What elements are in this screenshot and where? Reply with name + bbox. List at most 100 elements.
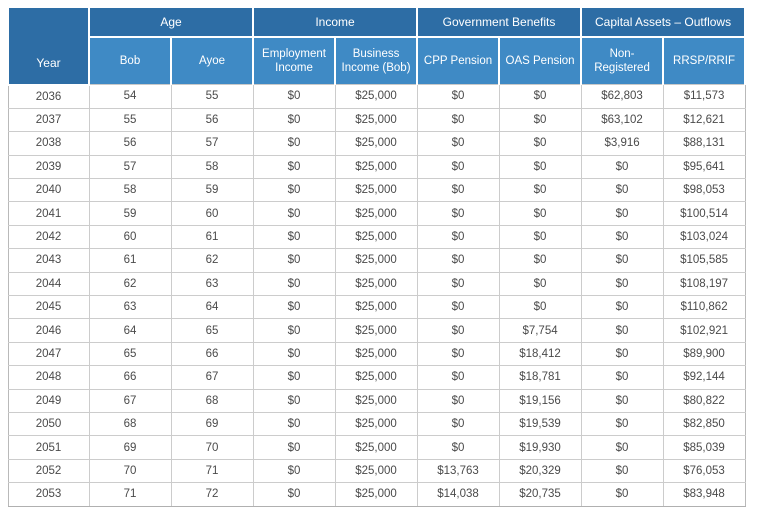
value-cell: $0	[416, 178, 500, 203]
value-cell: $0	[252, 482, 336, 507]
column-group-age: Age	[87, 8, 255, 38]
value-cell: $25,000	[334, 178, 418, 203]
value-cell: 69	[88, 435, 172, 460]
value-cell: $0	[416, 341, 500, 367]
value-cell: $19,539	[498, 411, 582, 437]
value-cell: 71	[88, 482, 172, 507]
value-cell: $0	[580, 248, 664, 273]
column-header-non-registered: Non-Registered	[580, 37, 665, 85]
value-cell: 68	[88, 411, 172, 437]
value-cell: 54	[88, 84, 172, 109]
value-cell: $0	[580, 318, 664, 343]
value-cell: 57	[170, 131, 254, 156]
table-row: 2051 69 70 $0 $25,000 $0 $19,930 $0 $85,039	[7, 435, 746, 460]
value-cell: 57	[88, 154, 172, 180]
value-cell: $0	[252, 318, 336, 343]
value-cell: $102,921	[662, 318, 746, 343]
value-cell: $0	[252, 365, 336, 390]
value-cell: $18,781	[498, 365, 582, 390]
table-row: 2041 59 60 $0 $25,000 $0 $0 $0 $100,514	[7, 201, 746, 226]
value-cell: $25,000	[334, 224, 418, 250]
value-cell: 66	[170, 341, 254, 367]
table-row: 2037 55 56 $0 $25,000 $0 $0 $63,102 $12,621	[7, 107, 746, 133]
value-cell: $0	[580, 295, 664, 320]
column-header-bob: Bob	[88, 37, 172, 85]
value-cell: $92,144	[662, 365, 746, 390]
value-cell: $0	[416, 107, 500, 133]
value-cell: $95,641	[662, 154, 746, 180]
value-cell: 60	[88, 224, 172, 250]
value-cell: 71	[170, 458, 254, 484]
year-cell: 2036	[7, 84, 90, 109]
value-cell: $0	[252, 178, 336, 203]
value-cell: $0	[252, 435, 336, 460]
value-cell: 70	[88, 458, 172, 484]
value-cell: $0	[416, 201, 500, 226]
value-cell: 61	[88, 248, 172, 273]
year-cell: 2052	[7, 458, 90, 484]
value-cell: $0	[498, 248, 582, 273]
table-row: 2039 57 58 $0 $25,000 $0 $0 $0 $95,641	[7, 154, 746, 180]
value-cell: $0	[416, 224, 500, 250]
value-cell: 64	[170, 295, 254, 320]
value-cell: $0	[580, 365, 664, 390]
value-cell: $0	[498, 295, 582, 320]
value-cell: $25,000	[334, 154, 418, 180]
value-cell: 66	[88, 365, 172, 390]
table-row: 2042 60 61 $0 $25,000 $0 $0 $0 $103,024	[7, 224, 746, 250]
value-cell: $0	[498, 271, 582, 297]
value-cell: $0	[252, 248, 336, 273]
value-cell: $0	[498, 178, 582, 203]
value-cell: $25,000	[334, 411, 418, 437]
value-cell: $0	[416, 154, 500, 180]
year-cell: 2046	[7, 318, 90, 343]
value-cell: $0	[252, 341, 336, 367]
value-cell: $0	[252, 224, 336, 250]
value-cell: $63,102	[580, 107, 664, 133]
value-cell: $0	[580, 458, 664, 484]
value-cell: 62	[170, 248, 254, 273]
value-cell: 63	[170, 271, 254, 297]
value-cell: 60	[170, 201, 254, 226]
value-cell: $0	[416, 248, 500, 273]
table-row: 2040 58 59 $0 $25,000 $0 $0 $0 $98,053	[7, 178, 746, 203]
value-cell: $0	[252, 84, 336, 109]
value-cell: $0	[416, 388, 500, 413]
value-cell: $13,763	[416, 458, 500, 484]
value-cell: $25,000	[334, 295, 418, 320]
value-cell: $25,000	[334, 107, 418, 133]
column-header-cpp-pension: CPP Pension	[416, 37, 501, 85]
value-cell: $0	[498, 131, 582, 156]
value-cell: $0	[416, 271, 500, 297]
year-cell: 2038	[7, 131, 90, 156]
value-cell: $0	[498, 154, 582, 180]
value-cell: $62,803	[580, 84, 664, 109]
value-cell: $7,754	[498, 318, 582, 343]
value-cell: $0	[416, 131, 500, 156]
year-cell: 2050	[7, 411, 90, 437]
value-cell: $0	[498, 84, 582, 109]
table-row: 2052 70 71 $0 $25,000 $13,763 $20,329 $0 $76,053	[7, 458, 746, 484]
year-cell: 2039	[7, 154, 90, 180]
value-cell: 68	[170, 388, 254, 413]
value-cell: $80,822	[662, 388, 746, 413]
value-cell: $20,329	[498, 458, 582, 484]
value-cell: 63	[88, 295, 172, 320]
column-header-employment-income: Employment Income	[252, 37, 337, 85]
value-cell: $0	[580, 224, 664, 250]
value-cell: 59	[88, 201, 172, 226]
column-header-business-income-bob: Business Income (Bob)	[334, 37, 419, 85]
value-cell: $0	[416, 295, 500, 320]
value-cell: $25,000	[334, 248, 418, 273]
value-cell: $25,000	[334, 341, 418, 367]
value-cell: 59	[170, 178, 254, 203]
table-row: 2048 66 67 $0 $25,000 $0 $18,781 $0 $92,144	[7, 365, 746, 390]
value-cell: $20,735	[498, 482, 582, 507]
value-cell: $0	[252, 201, 336, 226]
year-cell: 2049	[7, 388, 90, 413]
value-cell: $0	[580, 388, 664, 413]
value-cell: $88,131	[662, 131, 746, 156]
value-cell: $25,000	[334, 365, 418, 390]
value-cell: $108,197	[662, 271, 746, 297]
value-cell: $11,573	[662, 84, 746, 109]
